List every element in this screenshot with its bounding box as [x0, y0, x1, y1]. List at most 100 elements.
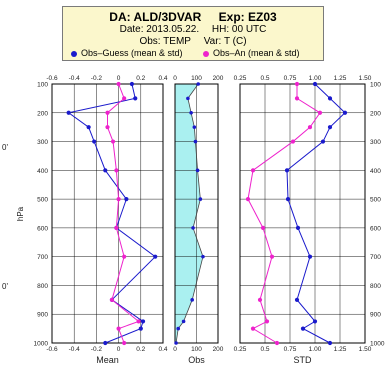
data-point: [320, 139, 326, 144]
x-tick-label-top: 0.2: [136, 75, 145, 82]
data-point: [122, 340, 127, 346]
x-tick-label-bottom: 0: [117, 346, 121, 353]
data-point: [264, 319, 270, 324]
x-axis-label-std: STD: [294, 355, 313, 365]
data-point: [317, 110, 323, 115]
legend-marker: [71, 50, 77, 57]
data-point: [284, 168, 290, 173]
y-tick-label-left: 900: [37, 312, 48, 319]
data-point: [195, 168, 200, 173]
y-tick-label-left: 200: [37, 110, 48, 117]
series-line: [107, 83, 140, 344]
data-point: [327, 340, 333, 346]
exp-name: EZ03: [248, 10, 277, 24]
chart-header: DA: ALD/3DVAR Exp: EZ03 Date: 2013.05.22…: [62, 6, 324, 61]
data-point: [66, 110, 71, 115]
data-point: [327, 125, 333, 130]
data-point: [294, 96, 300, 101]
panel-frame-std: [239, 83, 366, 344]
y-tick-label-right: 500: [370, 197, 381, 204]
y-tick-label-left: 700: [37, 254, 48, 261]
data-point: [192, 125, 197, 129]
y-tick-label-right: 600: [370, 225, 381, 232]
data-point: [110, 139, 116, 144]
x-tick-label-top: 0.4: [158, 75, 167, 82]
data-point: [190, 298, 194, 302]
data-point: [109, 297, 115, 302]
data-point: [196, 82, 201, 86]
data-point: [198, 197, 203, 201]
data-point: [86, 125, 91, 130]
y-tick-label-left: 600: [37, 225, 48, 232]
y-tick-label-right: 1000: [370, 341, 385, 348]
x-tick-label-top: 0: [173, 75, 177, 82]
data-point: [327, 96, 333, 101]
x-tick-label-top: 100: [191, 75, 202, 82]
data-point: [307, 254, 313, 259]
x-tick-label-top: -0.6: [46, 75, 58, 82]
data-point: [105, 125, 110, 130]
y-tick-label-right: 800: [370, 283, 381, 290]
data-point: [312, 81, 318, 87]
da-name: ALD/3DVAR: [133, 10, 202, 24]
header-title: DA: ALD/3DVAR Exp: EZ03: [109, 10, 277, 24]
x-tick-label-bottom: -0.2: [91, 346, 103, 353]
y-tick-label-right: 100: [370, 82, 381, 89]
hh-value: 00 UTC: [231, 24, 267, 35]
data-point: [122, 96, 127, 101]
x-tick-label-bottom: 1.25: [334, 346, 347, 353]
series-line: [247, 84, 321, 344]
x-tick-label-top: 200: [213, 75, 224, 82]
x-tick-label-top: 0.25: [234, 75, 247, 82]
data-point: [191, 226, 195, 230]
data-point: [105, 110, 110, 115]
y-tick-label-left: 500: [37, 197, 48, 204]
data-point: [129, 81, 135, 87]
y-tick-label-right: 200: [370, 110, 381, 117]
data-point: [300, 326, 306, 331]
data-point: [174, 341, 178, 345]
x-tick-label-bottom: 0.75: [284, 346, 297, 353]
y-tick-label-right: 300: [370, 139, 381, 146]
data-point: [122, 254, 127, 259]
y-tick-label-left: 800: [37, 283, 48, 290]
y-axis-label: hPa: [16, 206, 25, 221]
data-point: [116, 81, 121, 87]
data-point: [295, 225, 301, 230]
data-point: [103, 168, 108, 173]
panel-frame-mean: [51, 83, 164, 344]
x-axis-label-mean: Mean: [96, 355, 119, 365]
data-point: [116, 326, 121, 331]
legend-marker: [203, 50, 209, 57]
data-point: [260, 225, 266, 230]
data-point: [136, 319, 141, 324]
data-point: [138, 326, 143, 331]
data-point: [250, 168, 256, 173]
data-point: [114, 168, 119, 173]
x-tick-label-bottom: -0.6: [46, 346, 58, 353]
data-point: [294, 297, 300, 302]
x-tick-label-bottom: -0.4: [69, 346, 81, 353]
data-point: [245, 197, 251, 202]
series-line: [286, 83, 346, 344]
data-point: [250, 326, 256, 331]
obs-count-area: [175, 84, 203, 343]
x-tick-label-bottom: 0.25: [234, 346, 247, 353]
data-point: [285, 197, 291, 202]
side-label: 0': [2, 282, 8, 291]
series-line: [67, 83, 156, 344]
y-tick-label-left: 300: [37, 139, 48, 146]
data-point: [294, 81, 300, 87]
y-tick-label-right: 700: [370, 254, 381, 261]
header-date-line: Date: 2013.05.22. HH: 00 UTC: [119, 24, 267, 35]
x-tick-label-top: 0.5: [260, 75, 269, 82]
x-tick-label-bottom: 0.5: [260, 346, 269, 353]
data-point: [257, 297, 263, 302]
y-tick-label-right: 900: [370, 312, 381, 319]
date-value: 2013.05.22.: [146, 24, 200, 35]
x-tick-label-top: 1.50: [359, 75, 372, 82]
data-point: [103, 340, 108, 346]
x-tick-label-bottom: 200: [213, 346, 224, 353]
y-tick-label-left: 400: [37, 168, 48, 175]
